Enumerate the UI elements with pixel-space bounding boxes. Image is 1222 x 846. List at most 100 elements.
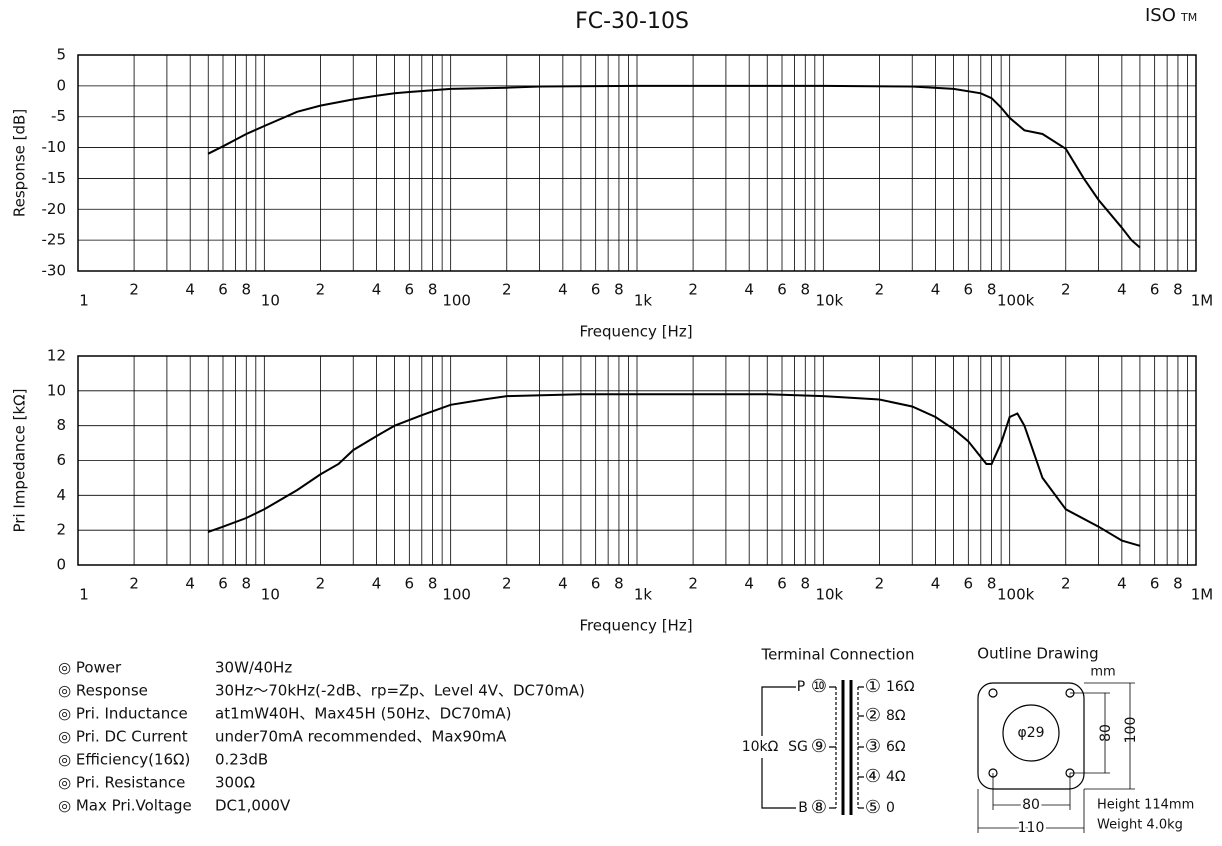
title: FC-30-10S: [575, 9, 689, 34]
dimension: 110: [1018, 820, 1045, 836]
center-hole: [1002, 704, 1060, 762]
spec-label: ◎ Efficiency(16Ω): [58, 751, 190, 769]
x-tick-label: 1k: [634, 292, 653, 310]
data-line: [207, 84, 1141, 249]
coil: [835, 687, 859, 808]
x-tick-label: 4: [744, 575, 754, 593]
body: [977, 682, 1085, 790]
terminal-title: Terminal Connection: [760, 646, 914, 664]
x-tick-label: 1k: [634, 586, 653, 604]
x-tick-label: 4: [372, 281, 382, 299]
primary-wire: [761, 686, 796, 809]
x-tick-label: 8: [987, 281, 997, 299]
x-tick-label: 6: [218, 575, 228, 593]
x-tick-label: 2: [688, 575, 698, 593]
pin-label: SG: [788, 739, 808, 755]
x-tick-label: 8: [614, 281, 624, 299]
primary-impedance: 10kΩ: [742, 739, 779, 755]
x-tick-label: 2: [1061, 281, 1071, 299]
x-tick-label: 2: [316, 281, 326, 299]
y-tick-label: 4: [56, 486, 66, 504]
x-tick-label: 1: [79, 586, 89, 604]
x-tick-label: 6: [964, 575, 974, 593]
y-tick-label: 8: [56, 416, 66, 434]
trademark: TM: [1180, 11, 1197, 24]
plot-frame: [77, 355, 1197, 566]
tap-label: 8Ω: [886, 708, 906, 724]
terminal-diagram: Terminal Connection 10kΩ P SG B ⑩ ⑨ ⑧ ① …: [742, 646, 915, 819]
dimension: 80: [1098, 724, 1114, 742]
spec-value: at1mW40H、Max45H (50Hz、DC70mA): [215, 705, 512, 723]
dimension-lines: [977, 682, 1135, 833]
x-tick-label: 6: [591, 281, 601, 299]
x-tick-label: 100: [442, 586, 471, 604]
x-tick-label: 1: [79, 292, 89, 310]
spec-label: ◎ Max Pri.Voltage: [58, 797, 192, 815]
y-tick-label: 10: [47, 381, 66, 399]
y-tick-label: -10: [42, 138, 67, 156]
y-axis-label: Response [dB]: [11, 109, 29, 217]
height-note: Height 114mm: [1097, 798, 1194, 813]
x-tick-label: 2: [875, 575, 885, 593]
y-tick-label: 12: [47, 347, 66, 365]
y-axis-label: Pri Impedance [kΩ]: [11, 389, 29, 533]
spec-label: ◎ Pri. Inductance: [58, 705, 188, 723]
y-tick-label: 5: [56, 46, 66, 64]
x-tick-label: 2: [875, 281, 885, 299]
pin: ④: [865, 766, 881, 787]
x-tick-label: 8: [614, 575, 624, 593]
y-tick-label: -15: [42, 169, 67, 187]
x-tick-label: 4: [931, 281, 941, 299]
spec-label: ◎ Pri. DC Current: [58, 728, 188, 746]
y-tick-label: -5: [51, 107, 66, 125]
x-tick-label: 100k: [997, 586, 1035, 604]
x-tick-label: 4: [185, 281, 195, 299]
x-tick-label: 4: [1117, 575, 1127, 593]
x-tick-label: 10: [261, 586, 280, 604]
x-tick-label: 2: [502, 281, 512, 299]
x-tick-label: 2: [316, 575, 326, 593]
x-tick-label: 1M: [1191, 586, 1214, 604]
pin: ⑤: [865, 797, 881, 818]
pin: ①: [865, 676, 881, 697]
y-tick-label: 2: [56, 521, 66, 539]
dimension: 100: [1123, 717, 1139, 744]
x-tick-label: 4: [744, 281, 754, 299]
x-tick-label: 100k: [997, 292, 1035, 310]
x-tick-label: 4: [372, 575, 382, 593]
tap-label: 16Ω: [886, 679, 915, 695]
x-tick-label: 6: [1150, 575, 1160, 593]
y-tick-label: -30: [42, 262, 67, 280]
x-tick-label: 6: [777, 281, 787, 299]
x-tick-label: 8: [242, 575, 252, 593]
x-tick-label: 10k: [815, 586, 843, 604]
y-tick-label: 6: [56, 451, 66, 469]
x-tick-label: 8: [801, 281, 811, 299]
x-tick-label: 6: [1150, 281, 1160, 299]
x-tick-label: 10k: [815, 292, 843, 310]
weight-note: Weight 4.0kg: [1097, 818, 1183, 833]
plot-frame: [77, 54, 1197, 272]
spec-label: ◎ Pri. Resistance: [58, 774, 185, 792]
x-tick-label: 2: [129, 281, 139, 299]
pin: ②: [865, 705, 881, 726]
x-tick-label: 8: [428, 575, 438, 593]
x-tick-label: 6: [964, 281, 974, 299]
x-tick-label: 10: [261, 292, 280, 310]
x-tick-label: 2: [502, 575, 512, 593]
x-tick-label: 100: [442, 292, 471, 310]
pin-label: B: [798, 800, 808, 816]
tap-label: 0: [886, 800, 895, 816]
pin: ⑩: [811, 676, 827, 697]
y-tick-label: -20: [42, 200, 67, 218]
unit: mm: [1090, 665, 1115, 680]
y-tick-label: 0: [56, 556, 66, 574]
outline-title: Outline Drawing: [977, 645, 1098, 663]
spec-value: 0.23dB: [215, 751, 268, 769]
x-tick-label: 2: [129, 575, 139, 593]
hole: [988, 688, 998, 698]
pin: ⑨: [811, 736, 827, 757]
data-line: [207, 393, 1141, 547]
